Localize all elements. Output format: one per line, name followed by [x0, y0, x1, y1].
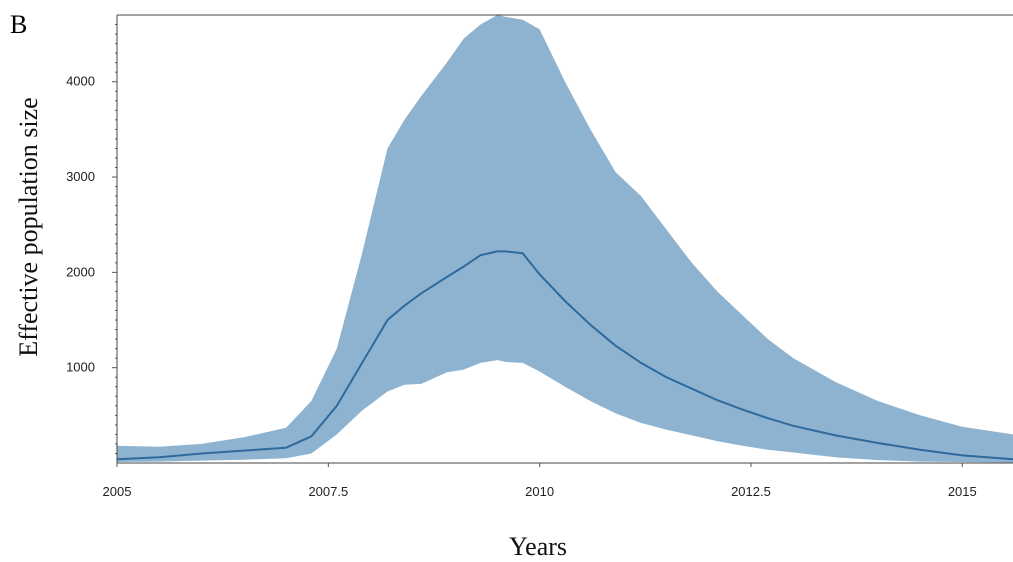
y-tick-label: 1000 [66, 360, 95, 375]
x-axis-ticks: 2005 2007.5 2010 2012.5 2015 [103, 463, 977, 499]
plot-area [116, 15, 1013, 463]
x-tick-label: 2010 [525, 484, 554, 499]
credible-interval-band [117, 15, 1013, 463]
x-tick-label: 2012.5 [731, 484, 771, 499]
y-tick-label: 2000 [66, 264, 95, 279]
median-line [116, 250, 1013, 461]
y-tick-label: 4000 [66, 74, 95, 89]
x-axis-title: Years [509, 532, 567, 561]
x-tick-label: 2015 [948, 484, 977, 499]
x-tick-label: 2007.5 [308, 484, 348, 499]
y-axis-title: Effective population size [14, 97, 43, 356]
y-tick-label: 3000 [66, 169, 95, 184]
x-tick-label: 2005 [103, 484, 132, 499]
y-axis-ticks: 1000 2000 3000 4000 [66, 24, 117, 454]
panel-label: B [10, 10, 27, 39]
